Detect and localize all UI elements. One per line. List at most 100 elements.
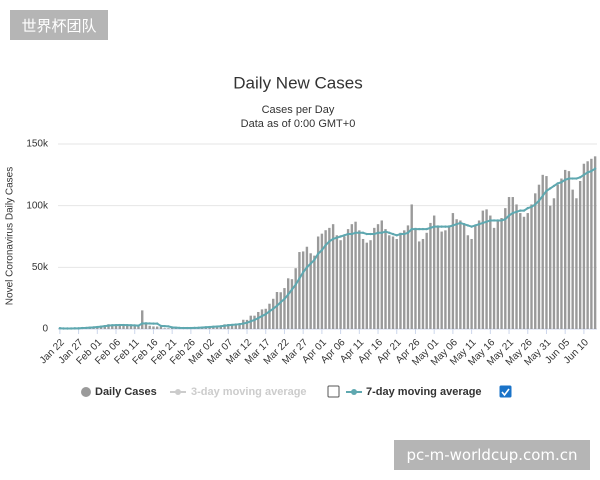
bar: [126, 325, 129, 329]
line-point: [163, 324, 166, 328]
line-point: [563, 178, 567, 181]
bar: [294, 268, 297, 329]
line-point: [358, 231, 361, 234]
line-point: [522, 209, 526, 212]
line-point: [365, 232, 369, 236]
line-point: [234, 323, 237, 326]
bar: [103, 325, 106, 329]
line-point: [178, 326, 181, 330]
line-point: [253, 318, 256, 322]
line-point: [204, 326, 208, 329]
bar: [170, 327, 174, 329]
bar: [376, 224, 380, 329]
line-point: [182, 326, 185, 330]
y-tick-label: 100k: [26, 200, 49, 211]
bar: [541, 174, 544, 329]
bar: [148, 325, 151, 329]
x-tick-label: Apr 01: [300, 337, 329, 366]
bar: [163, 328, 166, 329]
bar: [556, 184, 559, 329]
bar: [444, 230, 447, 329]
x-tick-label: May 11: [448, 337, 479, 368]
line-point: [418, 227, 421, 231]
bar: [582, 163, 586, 329]
line-point: [575, 177, 578, 180]
bar: [245, 319, 249, 329]
bar: [249, 315, 252, 329]
bar: [118, 324, 121, 329]
bar: [301, 251, 305, 329]
legend-marker: [175, 389, 181, 395]
bar: [586, 161, 589, 329]
line-point: [451, 224, 455, 227]
x-tick-label: Feb 26: [168, 337, 198, 367]
bar: [477, 220, 481, 329]
bar: [58, 328, 62, 329]
watermark: pc-m-worldcup.com.cn: [394, 440, 590, 470]
line-point: [534, 203, 537, 206]
bar: [354, 221, 357, 329]
bar: [287, 278, 290, 329]
line-point: [459, 221, 462, 225]
bar: [81, 327, 84, 329]
line-point: [309, 262, 312, 265]
bar: [335, 235, 339, 329]
line-point: [373, 232, 376, 236]
line-point: [552, 184, 556, 188]
line-point: [137, 324, 140, 327]
bar: [92, 326, 95, 329]
line-point: [369, 232, 372, 236]
line-point: [560, 181, 563, 184]
bar: [167, 328, 170, 329]
bar: [129, 325, 133, 329]
line-point: [530, 205, 533, 209]
bar: [96, 326, 99, 329]
line-point: [425, 227, 428, 231]
bar: [447, 225, 451, 329]
line-point: [96, 325, 99, 329]
bar: [578, 181, 582, 329]
bar: [534, 193, 537, 329]
bar: [275, 292, 279, 329]
line-point: [331, 237, 335, 241]
line-point: [492, 219, 496, 222]
bar: [305, 246, 309, 329]
line-point: [316, 252, 320, 255]
line-point: [245, 321, 249, 324]
bar: [298, 252, 301, 329]
bar: [474, 225, 477, 329]
bar: [425, 232, 428, 329]
line-point: [189, 326, 193, 330]
line-point: [593, 167, 597, 170]
bar: [384, 229, 387, 329]
x-tick-label: Jan 22: [38, 337, 67, 366]
line-point: [283, 297, 286, 301]
x-tick-label: Apr 26: [394, 337, 423, 366]
line-point: [455, 222, 458, 226]
line-point: [77, 327, 80, 330]
legend-marker: [81, 387, 91, 397]
x-tick-label: Feb 16: [131, 337, 161, 367]
bar: [361, 238, 365, 329]
bar: [391, 236, 395, 329]
line-point: [73, 327, 77, 330]
bar: [440, 231, 443, 329]
line-point: [545, 189, 548, 193]
line-point: [118, 323, 121, 327]
line-point: [421, 227, 425, 231]
bar: [114, 325, 118, 329]
line-point: [328, 240, 331, 243]
bar: [466, 235, 470, 329]
line-point: [148, 322, 151, 325]
legend-label: 7-day moving average: [366, 386, 482, 398]
line-point: [410, 227, 413, 231]
bar: [451, 213, 455, 329]
line-point: [403, 232, 406, 236]
bar: [343, 236, 346, 329]
x-tick-label: Mar 27: [280, 337, 310, 367]
bar: [324, 230, 327, 329]
checkbox: [327, 385, 340, 398]
x-tick-label: Apr 11: [338, 337, 366, 365]
bar: [219, 325, 223, 329]
line-point: [144, 322, 148, 325]
